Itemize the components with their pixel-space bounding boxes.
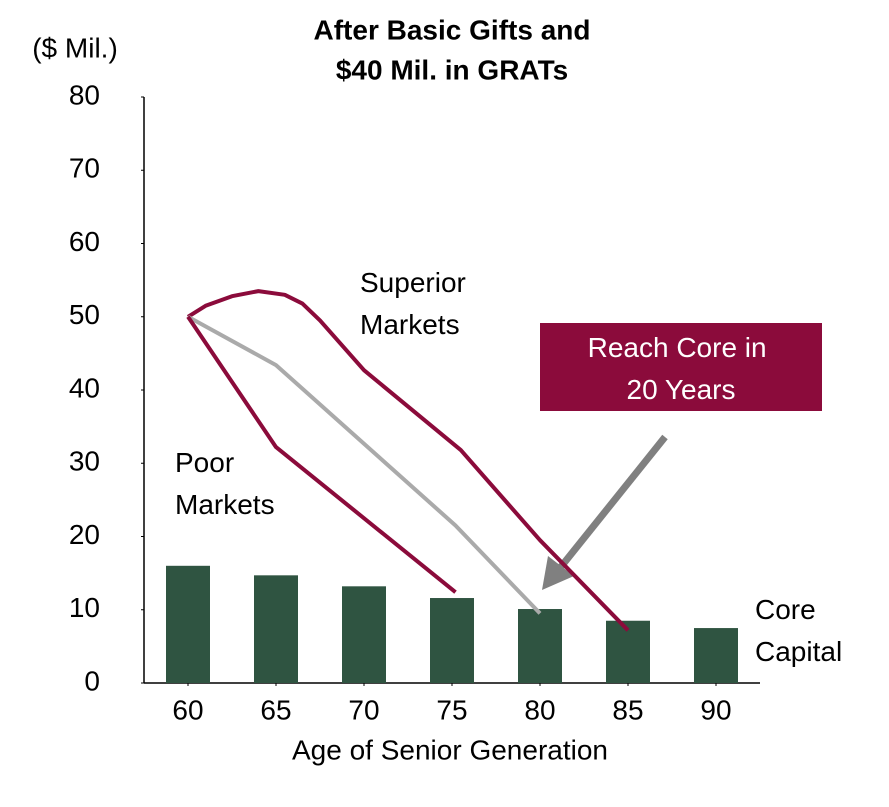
bar	[606, 620, 650, 683]
y-tick-label: 0	[84, 665, 100, 696]
y-tick-label: 70	[69, 153, 100, 184]
y-unit-label: ($ Mil.)	[32, 32, 118, 63]
y-tick-label: 20	[69, 519, 100, 550]
callout-box	[540, 323, 822, 411]
x-tick-label: 75	[436, 694, 467, 725]
series-label: Superior Markets	[360, 267, 474, 340]
bar	[518, 609, 562, 683]
y-tick-label: 60	[69, 226, 100, 257]
bar	[254, 575, 298, 683]
series-label: Poor Markets	[175, 447, 275, 520]
x-tick-label: 85	[612, 694, 643, 725]
x-tick-label: 65	[260, 694, 291, 725]
y-tick-label: 40	[69, 372, 100, 403]
line-series	[186, 315, 457, 594]
callout-text: Reach Core in 20 Years	[588, 332, 775, 405]
y-tick-label: 80	[69, 79, 100, 110]
bar	[166, 565, 210, 683]
chart-title: After Basic Gifts and	[314, 14, 591, 45]
x-tick-label: 70	[348, 694, 379, 725]
x-tick-label: 80	[524, 694, 555, 725]
x-tick-label: 90	[700, 694, 731, 725]
callout-arrowhead	[542, 556, 574, 590]
y-tick-label: 10	[69, 592, 100, 623]
bar	[694, 628, 738, 683]
callout-arrow	[557, 434, 668, 571]
bar	[342, 586, 386, 683]
bar	[430, 598, 474, 683]
x-axis-label: Age of Senior Generation	[292, 734, 608, 765]
line-series	[186, 289, 630, 632]
x-tick-label: 60	[172, 694, 203, 725]
y-tick-label: 50	[69, 299, 100, 330]
chart-title: $40 Mil. in GRATs	[336, 54, 568, 85]
series-label: Core Capital	[755, 594, 842, 667]
y-tick-label: 30	[69, 446, 100, 477]
line-series	[187, 315, 542, 615]
